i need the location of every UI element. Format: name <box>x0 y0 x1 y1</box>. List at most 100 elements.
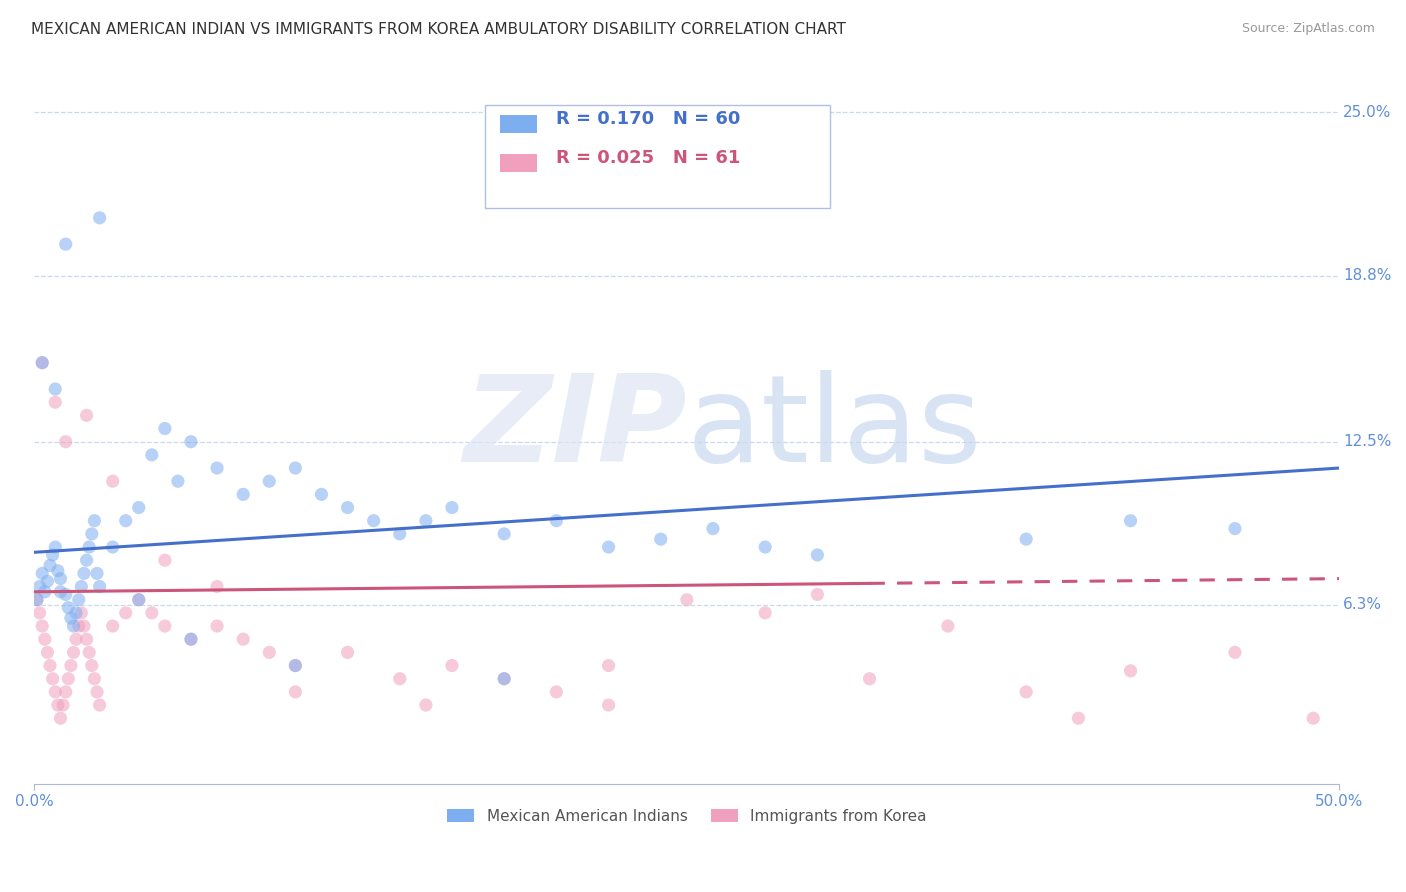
Point <box>259 645 281 659</box>
Point <box>41 548 63 562</box>
Text: 6.3%: 6.3% <box>1343 598 1382 613</box>
Point <box>141 448 163 462</box>
Point <box>205 580 228 594</box>
Point <box>62 619 84 633</box>
Point <box>39 558 62 573</box>
FancyBboxPatch shape <box>485 105 831 208</box>
Point <box>76 409 98 423</box>
Point <box>86 566 108 581</box>
Point <box>167 474 190 488</box>
Point <box>153 619 176 633</box>
Point <box>101 474 124 488</box>
Point <box>232 487 254 501</box>
Point <box>440 500 463 515</box>
Point <box>31 356 53 370</box>
Point <box>76 553 98 567</box>
Point <box>34 584 56 599</box>
Point <box>70 606 93 620</box>
Point <box>1223 522 1246 536</box>
Point <box>702 522 724 536</box>
Point <box>44 382 66 396</box>
Point <box>128 592 150 607</box>
Point <box>80 527 103 541</box>
Point <box>284 461 307 475</box>
Point <box>55 685 77 699</box>
Point <box>89 698 111 712</box>
Point <box>336 645 359 659</box>
Point <box>128 500 150 515</box>
Point <box>101 540 124 554</box>
Point <box>1223 645 1246 659</box>
Point <box>415 514 437 528</box>
Point <box>46 698 69 712</box>
Point <box>44 395 66 409</box>
Point <box>858 672 880 686</box>
Point <box>806 587 828 601</box>
Text: Source: ZipAtlas.com: Source: ZipAtlas.com <box>1241 22 1375 36</box>
Point <box>76 632 98 647</box>
Point <box>311 487 333 501</box>
Point <box>101 619 124 633</box>
Point <box>83 514 105 528</box>
Point <box>284 658 307 673</box>
Text: 12.5%: 12.5% <box>1343 434 1392 450</box>
Point <box>141 606 163 620</box>
Text: R = 0.025   N = 61: R = 0.025 N = 61 <box>557 149 741 167</box>
Point <box>598 540 620 554</box>
Point <box>153 421 176 435</box>
Point <box>25 592 48 607</box>
Text: 25.0%: 25.0% <box>1343 105 1392 120</box>
Point <box>59 611 82 625</box>
Point <box>37 645 59 659</box>
Point <box>1067 711 1090 725</box>
Point <box>1119 514 1142 528</box>
Point <box>77 540 100 554</box>
Point <box>31 356 53 370</box>
Point <box>546 685 568 699</box>
Point <box>67 592 90 607</box>
Point <box>205 461 228 475</box>
Text: atlas: atlas <box>688 370 983 487</box>
Point <box>153 553 176 567</box>
Point <box>388 672 411 686</box>
Point <box>676 592 699 607</box>
Point <box>49 572 72 586</box>
Point <box>806 548 828 562</box>
Point <box>25 592 48 607</box>
Point <box>62 645 84 659</box>
Point <box>58 600 80 615</box>
Point <box>49 584 72 599</box>
Point <box>67 619 90 633</box>
Point <box>77 645 100 659</box>
Point <box>232 632 254 647</box>
Point <box>415 698 437 712</box>
Bar <box>501 153 537 171</box>
Text: R = 0.170   N = 60: R = 0.170 N = 60 <box>557 111 741 128</box>
Text: ZIP: ZIP <box>463 370 688 487</box>
Point <box>650 532 672 546</box>
Point <box>89 580 111 594</box>
Point <box>73 566 96 581</box>
Point <box>388 527 411 541</box>
Point <box>336 500 359 515</box>
Point <box>89 211 111 225</box>
Point <box>59 658 82 673</box>
Point <box>70 580 93 594</box>
Point <box>86 685 108 699</box>
Point <box>936 619 959 633</box>
Point <box>1015 532 1038 546</box>
Legend: Mexican American Indians, Immigrants from Korea: Mexican American Indians, Immigrants fro… <box>441 803 932 830</box>
Point <box>494 527 516 541</box>
Point <box>80 658 103 673</box>
Point <box>73 619 96 633</box>
Point <box>259 474 281 488</box>
Point <box>1119 664 1142 678</box>
Point <box>494 672 516 686</box>
Point <box>28 606 51 620</box>
Point <box>598 698 620 712</box>
Point <box>180 632 202 647</box>
Point <box>41 672 63 686</box>
Point <box>363 514 385 528</box>
Point <box>31 619 53 633</box>
Point <box>52 698 75 712</box>
